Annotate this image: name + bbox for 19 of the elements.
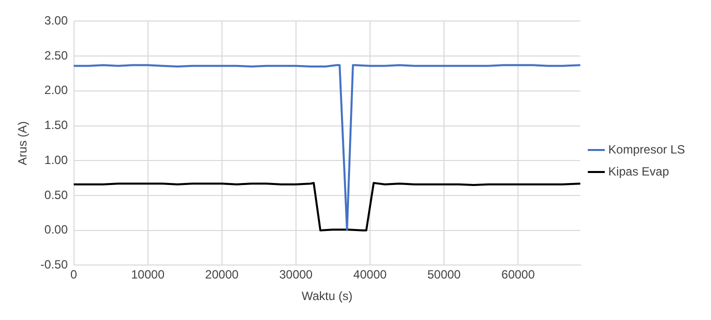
x-tick-label: 50000 — [427, 268, 462, 282]
y-tick-label: 3.00 — [44, 14, 68, 28]
legend-label: Kipas Evap — [608, 164, 670, 178]
x-axis-title: Waktu (s) — [302, 289, 352, 304]
legend-label: Kompresor LS — [608, 142, 686, 156]
x-tick-label: 40000 — [353, 268, 387, 282]
x-tick-label: 10000 — [131, 268, 165, 282]
y-tick-label: 1.50 — [44, 118, 68, 132]
x-tick-label: 20000 — [205, 268, 239, 282]
y-axis-title: Arus (A) — [16, 121, 30, 166]
x-tick-label: 30000 — [279, 268, 313, 282]
y-tick-label: 1.00 — [44, 152, 68, 167]
y-tick-label: 0.50 — [44, 188, 68, 202]
y-tick-label: -0.50 — [40, 258, 68, 272]
x-tick-label: 0 — [70, 268, 78, 282]
x-tick-label: 60000 — [501, 268, 536, 282]
y-tick-label: 2.50 — [44, 48, 68, 62]
y-tick-label: 0.00 — [44, 222, 68, 237]
y-tick-label: 2.00 — [44, 83, 68, 98]
